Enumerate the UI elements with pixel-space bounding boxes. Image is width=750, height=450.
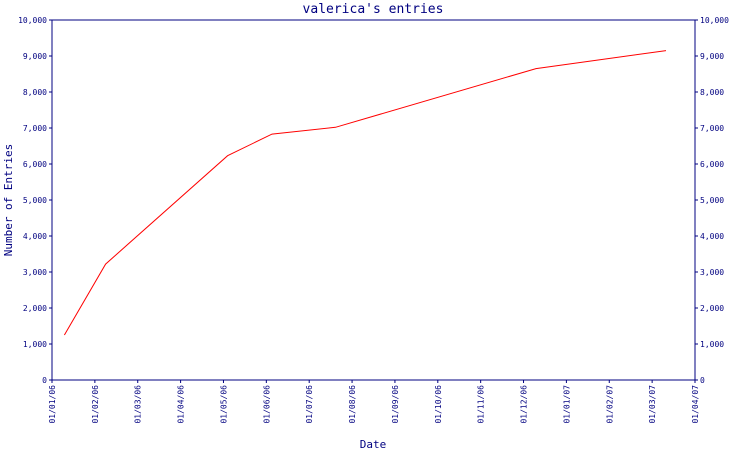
x-tick-label: 01/01/06 — [48, 385, 57, 424]
y-tick-label-left: 3,000 — [23, 268, 47, 277]
y-tick-label-left: 10,000 — [18, 16, 47, 25]
y-tick-label-left: 8,000 — [23, 88, 47, 97]
x-tick-label: 01/04/07 — [691, 385, 700, 424]
y-tick-label-left: 4,000 — [23, 232, 47, 241]
y-tick-label-left: 2,000 — [23, 304, 47, 313]
y-tick-label-right: 2,000 — [700, 304, 724, 313]
y-tick-label-right: 10,000 — [700, 16, 729, 25]
x-tick-label: 01/10/06 — [434, 385, 443, 424]
y-tick-label-right: 8,000 — [700, 88, 724, 97]
x-tick-label: 01/04/06 — [177, 385, 186, 424]
x-tick-label: 01/06/06 — [262, 385, 271, 424]
y-axis: 0 0 1,000 1,000 2,000 2,000 3,000 3,000 4,000 4,0… — [18, 16, 729, 385]
y-tick-label-right: 7,000 — [700, 124, 724, 133]
y-tick-label-left: 6,000 — [23, 160, 47, 169]
y-tick-label-right: 0 — [700, 376, 705, 385]
x-tick-label: 01/05/06 — [219, 385, 228, 424]
y-tick-label-right: 6,000 — [700, 160, 724, 169]
y-tick-label-left: 1,000 — [23, 340, 47, 349]
y-axis-label: Number of Entries — [2, 144, 15, 257]
y-tick-label-right: 5,000 — [700, 196, 724, 205]
plot-frame — [51, 19, 696, 381]
x-tick-label: 01/09/06 — [391, 385, 400, 424]
x-tick-label: 01/02/07 — [605, 385, 614, 424]
y-tick-label-left: 0 — [42, 376, 47, 385]
y-tick-label-right: 1,000 — [700, 340, 724, 349]
chart-title: valerica's entries — [303, 2, 444, 17]
x-tick-label: 01/03/07 — [648, 385, 657, 424]
x-axis-label: Date — [360, 438, 387, 450]
x-tick-label: 01/08/06 — [348, 385, 357, 424]
series-line — [63, 50, 667, 336]
y-tick-label-left: 5,000 — [23, 196, 47, 205]
x-tick-label: 01/12/06 — [520, 385, 529, 424]
x-axis: 01/01/06 01/02/06 01/03/06 01/04/06 01/05/06… — [48, 380, 700, 424]
x-tick-label: 01/03/06 — [134, 385, 143, 424]
y-tick-label-right: 9,000 — [700, 52, 724, 61]
x-tick-label: 01/07/06 — [305, 385, 314, 424]
y-tick-label-right: 4,000 — [700, 232, 724, 241]
y-tick-label-left: 9,000 — [23, 52, 47, 61]
y-tick-label-right: 3,000 — [700, 268, 724, 277]
y-tick-label-left: 7,000 — [23, 124, 47, 133]
x-tick-label: 01/01/07 — [562, 385, 571, 424]
series-layer — [63, 50, 667, 336]
x-tick-label: 01/02/06 — [91, 385, 100, 424]
x-tick-label: 01/11/06 — [477, 385, 486, 424]
